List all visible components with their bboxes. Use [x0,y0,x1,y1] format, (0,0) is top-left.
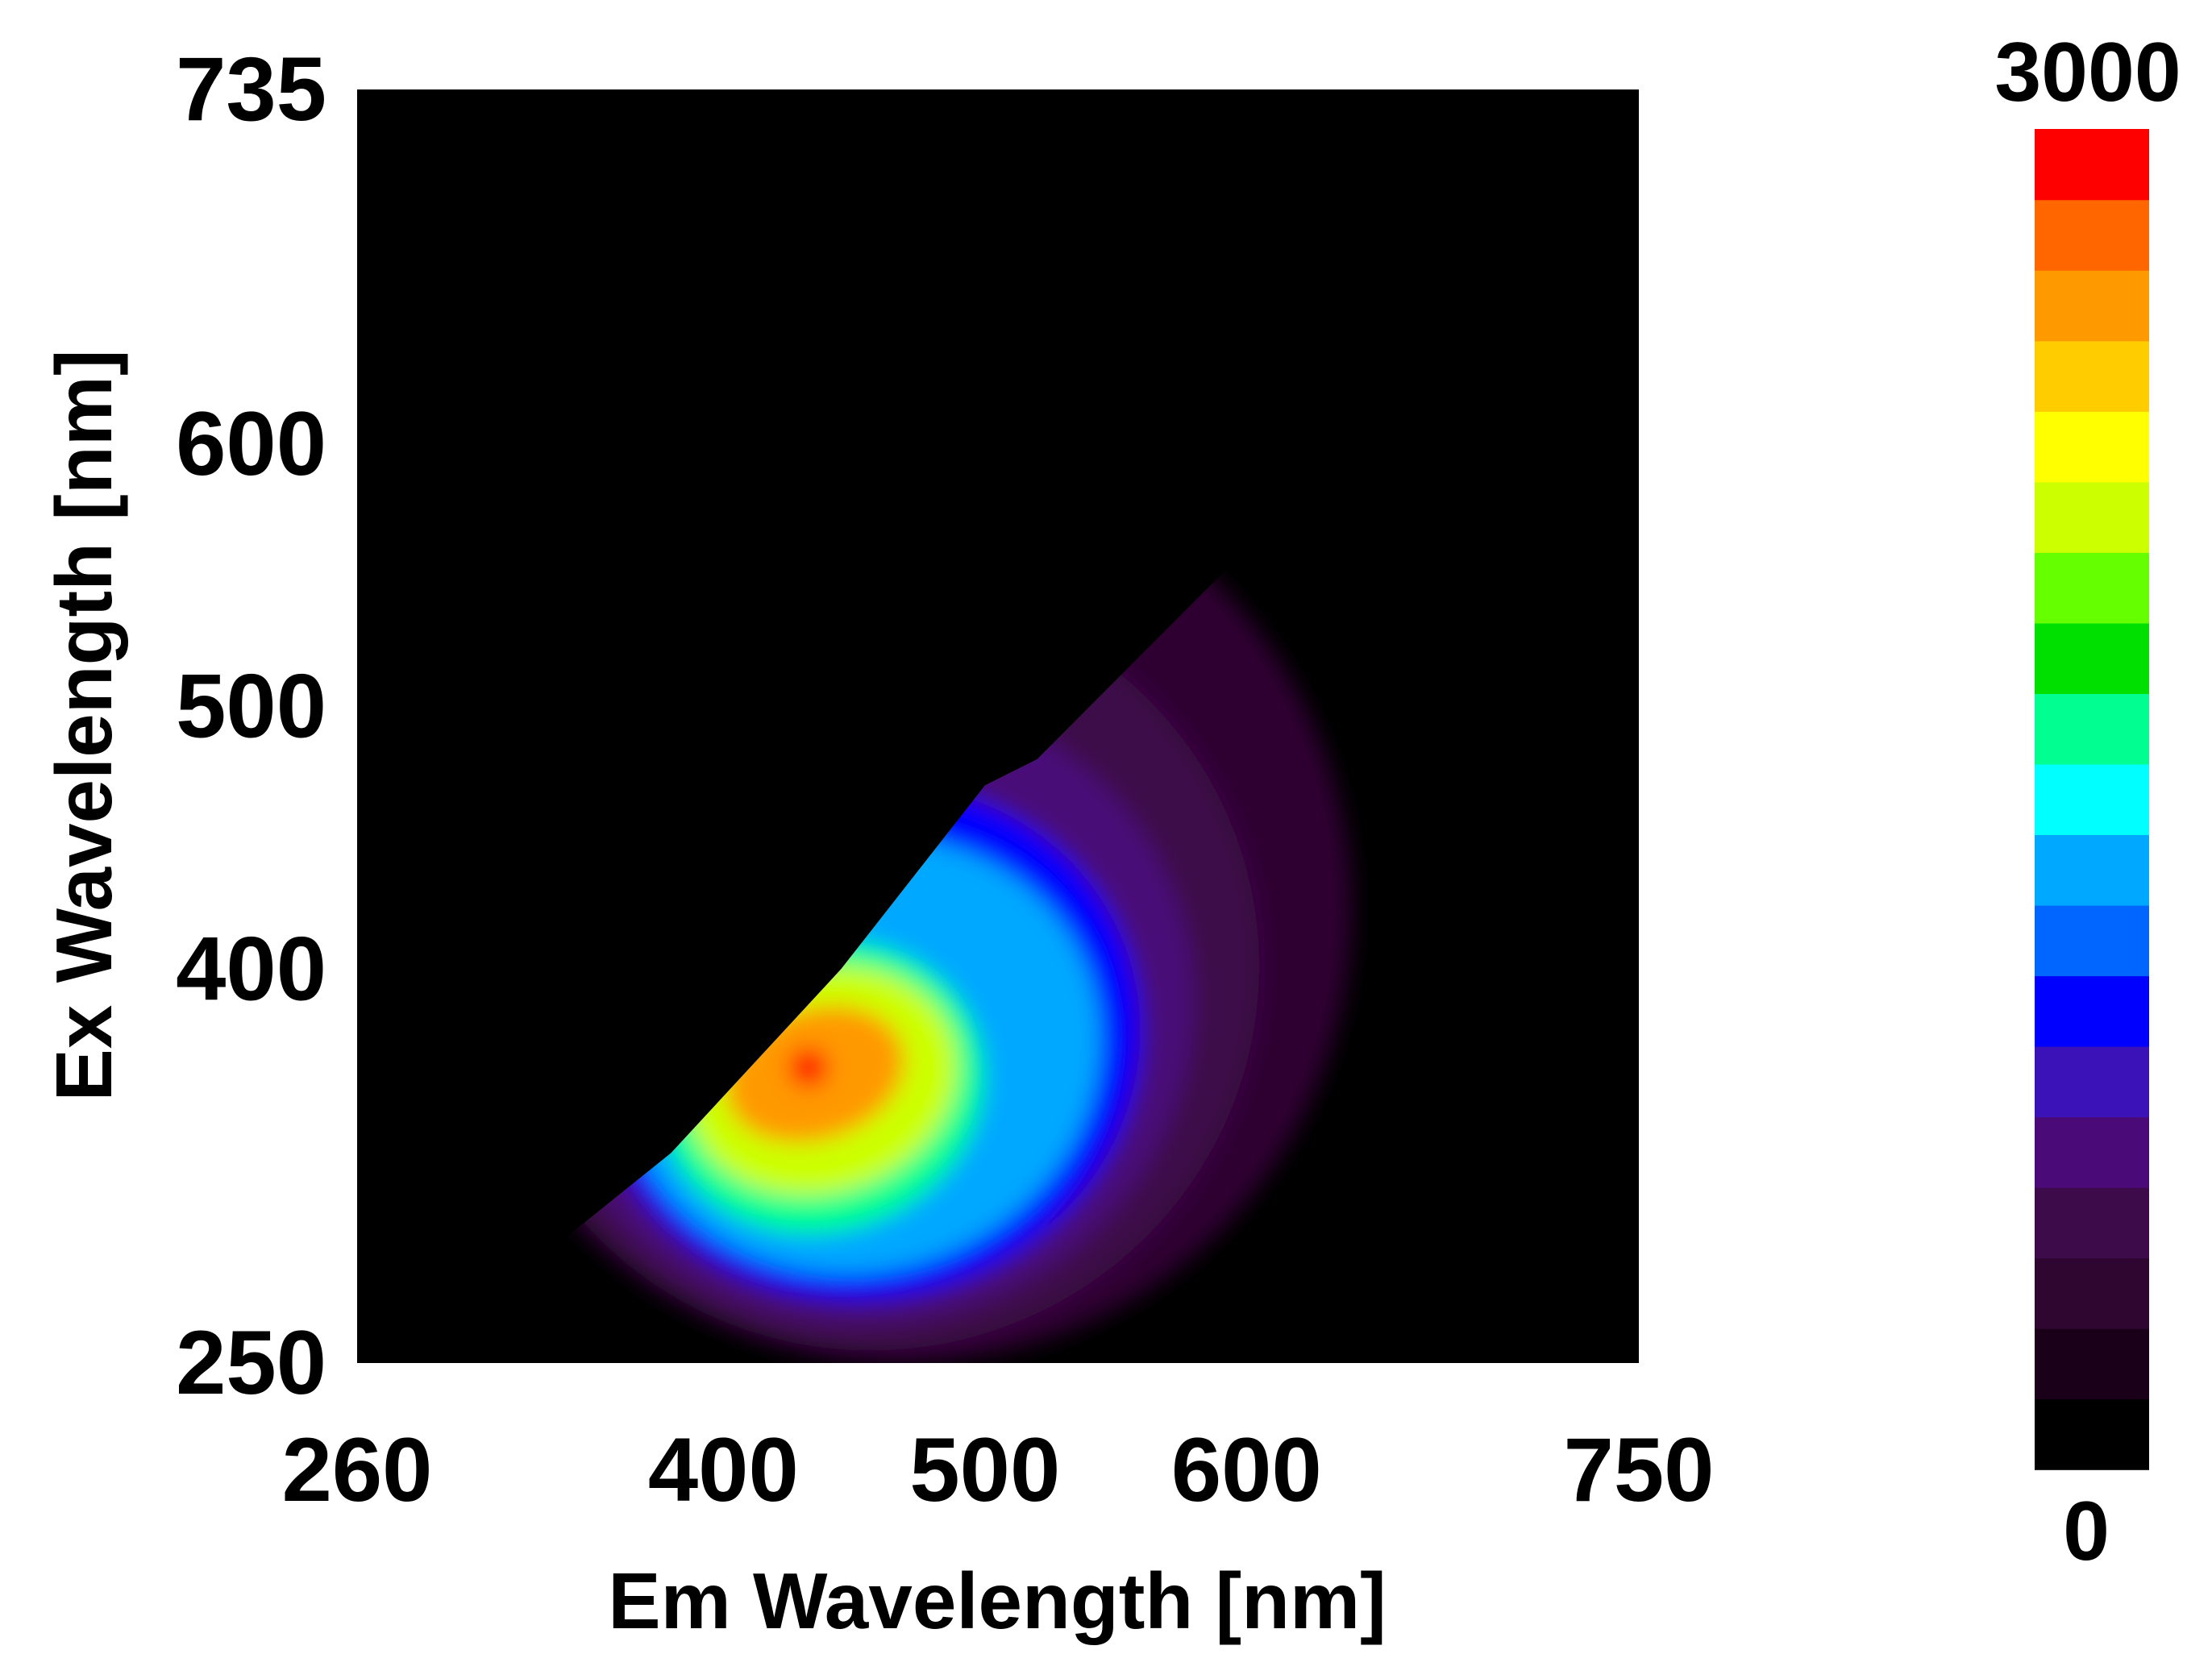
y-tick-label: 500 [176,656,326,757]
x-tick-label: 500 [909,1419,1060,1520]
y-tick-label: 250 [176,1312,326,1413]
y-tick-label: 735 [176,39,326,139]
colorbar-segment [2035,622,2149,694]
x-tick-label: 750 [1564,1419,1715,1520]
colorbar-segment [2035,1257,2149,1329]
x-tick-label: 260 [282,1419,433,1520]
x-tick-label: 400 [648,1419,799,1520]
colorbar-segment [2035,834,2149,906]
colorbar-segment [2035,1398,2149,1470]
colorbar-segment [2035,1116,2149,1188]
colorbar-segment [2035,975,2149,1047]
colorbar-segment [2035,129,2149,201]
colorbar-max-label: 3000 [1994,26,2181,119]
y-tick-labels: 250 400 500 600 735 [176,39,326,1413]
colorbar-segment [2035,763,2149,835]
colorbar-segment [2035,1328,2149,1400]
colorbar-segment [2035,693,2149,765]
colorbar-segment [2035,411,2149,483]
colorbar-segment [2035,270,2149,342]
x-axis-label: Em Wavelength [nm] [608,1556,1387,1645]
colorbar-segment [2035,904,2149,977]
colorbar-segment [2035,340,2149,412]
y-axis-label: Ex Wavelength [nm] [40,350,128,1102]
y-tick-label: 400 [176,918,326,1019]
y-tick-label: 600 [176,393,326,494]
x-tick-labels: 260 400 500 600 750 [282,1419,1715,1520]
colorbar-min-label: 0 [2063,1485,2110,1578]
x-tick-label: 600 [1171,1419,1322,1520]
colorbar-segment [2035,1187,2149,1259]
colorbar [2035,129,2149,1470]
colorbar-segment [2035,552,2149,624]
contour-level-3000 [788,1048,829,1087]
colorbar-segment [2035,199,2149,271]
colorbar-segment [2035,1045,2149,1118]
colorbar-segment [2035,481,2149,553]
